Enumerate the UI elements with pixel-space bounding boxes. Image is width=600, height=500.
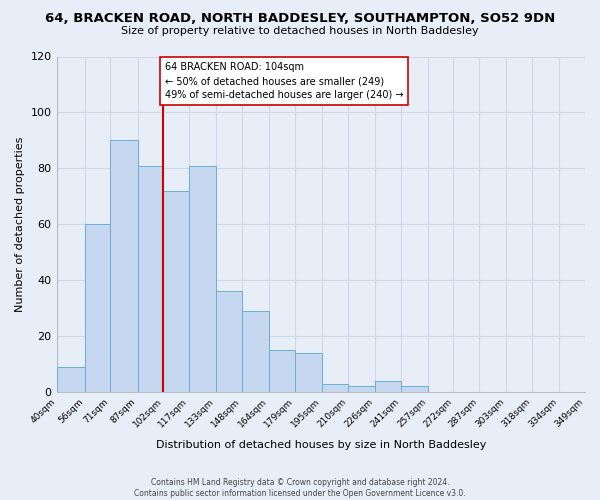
Text: Contains HM Land Registry data © Crown copyright and database right 2024.
Contai: Contains HM Land Registry data © Crown c… — [134, 478, 466, 498]
Bar — [295, 353, 322, 392]
Text: 64 BRACKEN ROAD: 104sqm
← 50% of detached houses are smaller (249)
49% of semi-d: 64 BRACKEN ROAD: 104sqm ← 50% of detache… — [165, 62, 403, 100]
Bar — [242, 311, 269, 392]
Bar — [110, 140, 137, 392]
Bar — [57, 367, 85, 392]
Y-axis label: Number of detached properties: Number of detached properties — [15, 136, 25, 312]
Bar — [347, 386, 375, 392]
X-axis label: Distribution of detached houses by size in North Baddesley: Distribution of detached houses by size … — [156, 440, 487, 450]
Bar — [269, 350, 295, 392]
Bar — [401, 386, 428, 392]
Bar — [322, 384, 347, 392]
Bar — [163, 190, 189, 392]
Bar — [137, 166, 163, 392]
Bar — [375, 381, 401, 392]
Bar — [216, 292, 242, 392]
Text: Size of property relative to detached houses in North Baddesley: Size of property relative to detached ho… — [121, 26, 479, 36]
Text: 64, BRACKEN ROAD, NORTH BADDESLEY, SOUTHAMPTON, SO52 9DN: 64, BRACKEN ROAD, NORTH BADDESLEY, SOUTH… — [45, 12, 555, 26]
Bar — [189, 166, 216, 392]
Bar — [85, 224, 110, 392]
